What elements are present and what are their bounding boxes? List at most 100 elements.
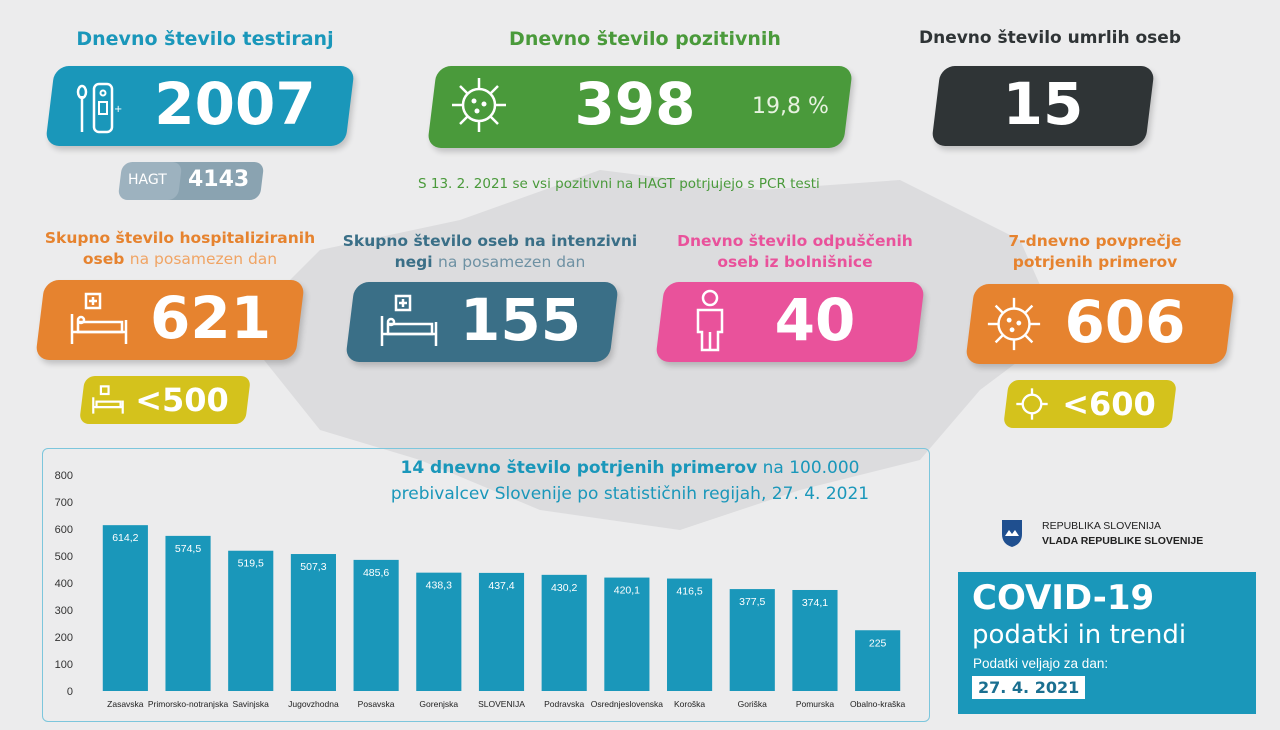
svg-text:+: + <box>114 104 122 115</box>
bar-value-label: 430,2 <box>551 582 577 594</box>
y-tick-label: 300 <box>55 605 73 617</box>
x-tick-label: Zasavska <box>107 699 144 709</box>
bar-jugovzhodna <box>290 554 336 691</box>
deaths-value: 15 <box>1002 70 1084 138</box>
icu-value: 155 <box>460 286 582 354</box>
y-tick-label: 0 <box>67 686 73 698</box>
bar-value-label: 377,5 <box>739 596 765 608</box>
bar-value-label: 420,1 <box>614 585 640 597</box>
testing-title: Dnevno število testiranj <box>76 28 334 50</box>
chart-title: 14 dnevno število potrjenih primerov na … <box>340 455 920 507</box>
bar-obalno-kraška <box>855 630 901 691</box>
x-tick-label: Primorsko-notranjska <box>148 699 229 709</box>
bar-podravska <box>541 574 587 691</box>
discharged-title-line2: oseb iz bolnišnice <box>717 253 873 271</box>
covid-box-subtitle: podatki in trendi <box>972 620 1187 650</box>
bar-goriška <box>729 589 775 691</box>
x-tick-label: Jugovzhodna <box>288 699 339 709</box>
chart-title-rest: na 100.000 <box>762 458 860 478</box>
bar-gorenjska <box>416 572 462 691</box>
hospitalized-value: 621 <box>150 284 272 352</box>
covid-box-title: COVID-19 <box>972 578 1155 618</box>
chart-title-bold: 14 dnevno število potrjenih primerov <box>400 458 758 478</box>
virus-small-icon <box>1016 388 1048 420</box>
discharged-title: Dnevno število odpuščenih oseb iz bolniš… <box>660 231 930 273</box>
y-tick-label: 400 <box>55 578 73 590</box>
x-tick-label: Pomurska <box>796 699 835 709</box>
test-kit-icon: + <box>76 82 122 134</box>
x-tick-label: Osrednjeslovenska <box>591 699 664 709</box>
bar-slovenija <box>478 572 525 691</box>
gov-line2: VLADA REPUBLIKE SLOVENIJE <box>1042 535 1204 547</box>
avg7-threshold: <600 <box>1062 385 1156 423</box>
hospitalized-title-bold: Skupno število hospitaliziranih oseb <box>44 229 316 268</box>
x-tick-label: Posavska <box>358 699 395 709</box>
x-tick-label: Savinjska <box>233 699 270 709</box>
testing-value: 2007 <box>154 70 316 138</box>
y-tick-label: 600 <box>55 524 73 536</box>
bar-zasavska <box>102 525 148 691</box>
deaths-title: Dnevno število umrlih oseb <box>918 28 1181 48</box>
gov-line1: REPUBLIKA SLOVENIJA <box>1042 520 1162 532</box>
bar-pomurska <box>792 589 838 691</box>
x-tick-label: SLOVENIJA <box>478 699 525 709</box>
hospital-bed-icon <box>70 292 128 344</box>
slovenia-map-background <box>240 170 1060 530</box>
discharged-title-line1: Dnevno število odpuščenih <box>677 232 913 250</box>
positive-percent: 19,8 % <box>752 94 829 119</box>
x-tick-label: Obalno-kraška <box>850 699 906 709</box>
hospitalized-threshold: <500 <box>135 381 229 419</box>
bar-value-label: 416,5 <box>676 586 702 598</box>
x-tick-label: Koroška <box>674 699 705 709</box>
positive-value: 398 <box>574 70 696 138</box>
avg7-value: 606 <box>1064 288 1186 356</box>
icu-title-light: na posamezen dan <box>438 253 586 271</box>
hospital-bed-small-icon <box>92 385 124 414</box>
bar-value-label: 374,1 <box>802 597 828 609</box>
bar-value-label: 438,3 <box>426 580 452 592</box>
hospitalized-title-light: na posamezen dan <box>129 250 278 268</box>
positive-title: Dnevno število pozitivnih <box>509 28 781 50</box>
hagt-value: 4143 <box>188 167 250 192</box>
x-tick-label: Goriška <box>738 699 768 709</box>
bar-value-label: 507,3 <box>300 561 326 573</box>
discharged-value: 40 <box>774 286 856 354</box>
avg7-title-line1: 7-dnevno povprečje <box>1008 232 1182 250</box>
y-tick-label: 200 <box>55 632 73 644</box>
bar-primorsko-notranjska <box>165 535 211 691</box>
bar-value-label: 614,2 <box>112 532 138 544</box>
y-tick-label: 100 <box>55 659 73 671</box>
virus-icon-avg <box>987 297 1041 351</box>
avg7-title: 7-dnevno povprečje potrjenih primerov <box>970 231 1220 273</box>
bar-value-label: 225 <box>869 637 887 649</box>
bar-chart: 0 100 200 300 400 500 600 700 800 614,2 Zasavska 57… <box>55 470 906 709</box>
person-icon <box>696 289 724 352</box>
bar-posavska <box>353 559 399 691</box>
coat-of-arms-icon <box>1002 520 1022 547</box>
avg7-title-line2: potrjenih primerov <box>1012 253 1178 271</box>
y-tick-label: 800 <box>55 470 73 482</box>
chart-title-line2: prebivalcev Slovenije po statističnih re… <box>390 484 870 504</box>
bar-value-label: 574,5 <box>175 543 201 555</box>
bar-value-label: 485,6 <box>363 567 389 579</box>
y-tick-label: 700 <box>55 497 73 509</box>
icu-title-bold2: negi <box>394 253 433 271</box>
bar-value-label: 437,4 <box>488 580 514 592</box>
hospitalized-title: Skupno število hospitaliziranih oseb na … <box>30 228 330 270</box>
chart-panel <box>42 448 930 722</box>
icu-bed-icon <box>380 294 438 346</box>
bar-koroška <box>667 578 713 691</box>
icu-title-bold1: Skupno število oseb na intenzivni <box>342 232 638 250</box>
hagt-label: HAGT <box>128 172 167 188</box>
icu-title: Skupno število oseb na intenzivni negi n… <box>340 231 640 273</box>
bar-savinjska <box>228 550 274 691</box>
bar-value-label: 519,5 <box>238 558 264 570</box>
bar-osrednjeslovenska <box>604 577 650 691</box>
covid-box-valid-label: Podatki veljajo za dan: <box>973 656 1109 671</box>
y-tick-label: 500 <box>55 551 73 563</box>
x-tick-label: Gorenjska <box>419 699 458 709</box>
x-tick-label: Podravska <box>544 699 584 709</box>
virus-icon <box>452 78 506 132</box>
covid-box-date: 27. 4. 2021 <box>972 676 1086 699</box>
hagt-pcr-note: S 13. 2. 2021 se vsi pozitivni na HAGT p… <box>418 176 820 192</box>
